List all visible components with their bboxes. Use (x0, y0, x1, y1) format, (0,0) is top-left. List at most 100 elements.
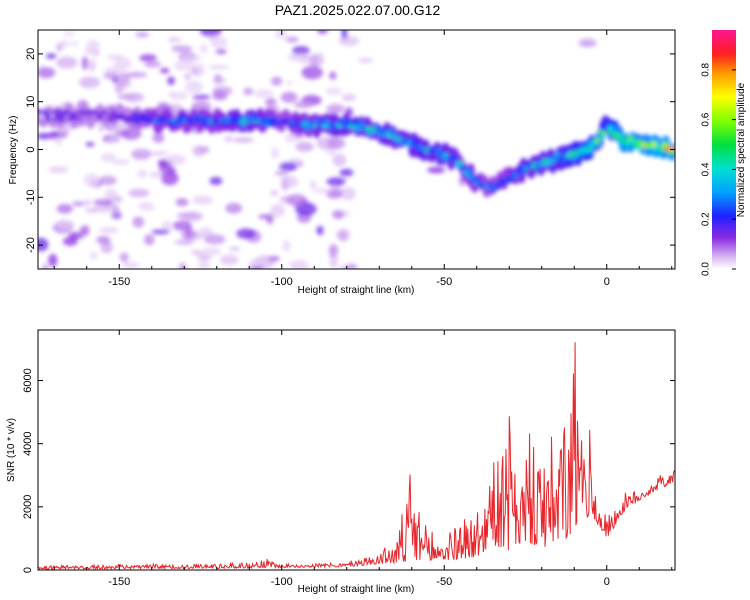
y-tick-label: 20 (25, 48, 37, 60)
noise-blob (326, 177, 346, 187)
x-tick-label: -150 (108, 276, 130, 288)
noise-blob (248, 259, 260, 269)
ridge-core (263, 120, 270, 128)
x-tick-label: -50 (436, 576, 452, 588)
colorbar-gradient (712, 30, 736, 269)
noise-blob (175, 198, 189, 207)
noise-blob (312, 188, 332, 193)
noise-blob (171, 45, 193, 53)
noise-blob (224, 135, 234, 143)
colorbar-tick-label: 0.2 (701, 212, 712, 226)
noise-blob (56, 43, 63, 53)
noise-blob (174, 239, 195, 245)
noise-blob (203, 234, 226, 245)
snr-ylabel: SNR (10 * v/v) (6, 418, 17, 482)
spectrogram-ylabel: Frequency (Hz) (8, 116, 19, 185)
noise-blob (327, 137, 346, 150)
noise-blob (236, 228, 256, 239)
noise-blob (38, 132, 51, 140)
noise-blob (139, 54, 157, 62)
noise-blob (111, 77, 118, 83)
noise-blob (309, 180, 317, 190)
x-tick-label: 0 (604, 276, 610, 288)
noise-blob (79, 225, 90, 237)
noise-blob (135, 31, 150, 38)
noise-blob (212, 90, 228, 101)
noise-blob (225, 202, 243, 214)
noise-blob (63, 31, 76, 36)
noise-blob (151, 229, 170, 235)
chart-title: PAZ1.2025.022.07.00.G12 (274, 2, 441, 18)
noise-blob (120, 126, 142, 140)
noise-blob (96, 235, 111, 245)
noise-blob (578, 38, 597, 48)
noise-blob (192, 195, 213, 205)
ridge-core (599, 132, 606, 140)
noise-blob (285, 36, 299, 43)
noise-blob (138, 202, 155, 211)
noise-blob (70, 40, 80, 46)
noise-blob (201, 247, 222, 256)
noise-blob (83, 173, 100, 187)
noise-blob (169, 166, 176, 177)
noise-blob (338, 35, 360, 46)
noise-blob (149, 151, 169, 156)
noise-blob (159, 67, 170, 74)
y-tick-label: 6000 (22, 368, 34, 392)
noise-blob (208, 64, 229, 70)
noise-blob (119, 252, 129, 263)
noise-blob (184, 73, 191, 81)
ridge-core (607, 125, 613, 133)
ridge-core (612, 126, 619, 134)
noise-blob (122, 261, 140, 269)
noise-blob (270, 76, 283, 86)
noise-blob (185, 80, 204, 94)
ridge-core (625, 141, 632, 149)
noise-blob (132, 216, 145, 228)
noise-blob (297, 161, 304, 167)
y-tick-label: 0 (22, 567, 34, 573)
noise-blob (266, 213, 274, 225)
noise-blob (301, 65, 323, 80)
noise-blob (112, 204, 120, 217)
noise-blob (172, 220, 193, 231)
noise-blob (48, 253, 58, 267)
colorbar-tick-label: 0.4 (701, 162, 712, 176)
ridge-core (55, 108, 62, 116)
noise-blob (339, 168, 354, 177)
noise-blob (91, 50, 100, 57)
noise-blob (215, 49, 227, 55)
noise-blob (292, 46, 310, 56)
ridge-peak (593, 137, 601, 142)
noise-blob (62, 236, 78, 247)
noise-blob (93, 198, 114, 206)
noise-blob (98, 227, 119, 234)
noise-blob (123, 92, 145, 103)
noise-blob (98, 175, 117, 186)
noise-blob (258, 214, 270, 220)
noise-blob (293, 100, 313, 109)
ridge-core (352, 119, 359, 127)
noise-blob (341, 30, 348, 40)
noise-blob (282, 240, 291, 252)
noise-blob (200, 30, 222, 37)
noise-blob (197, 261, 211, 269)
y-tick-label: -20 (25, 237, 37, 253)
colorbar-tick-label: 0.6 (701, 112, 712, 126)
noise-blob (54, 136, 63, 146)
noise-blob (316, 225, 324, 236)
noise-blob (152, 132, 165, 143)
noise-blob (168, 91, 176, 97)
ridge-core (635, 138, 642, 146)
colorbar-label: Normalized spectral amplitude (736, 82, 747, 217)
noise-blob (131, 148, 152, 160)
noise-blob (179, 54, 202, 62)
x-tick-label: -50 (436, 276, 452, 288)
snr-panel: -150 -100 -50 0 0 2000 4000 6000 Height of stra… (6, 329, 676, 595)
noise-blob (190, 69, 200, 74)
noise-blob (328, 243, 339, 258)
colorbar: 0.0 0.2 0.4 0.6 0.8 Normalized spectral ampl… (701, 30, 747, 276)
noise-blob (113, 56, 132, 71)
noise-blob (332, 210, 345, 220)
